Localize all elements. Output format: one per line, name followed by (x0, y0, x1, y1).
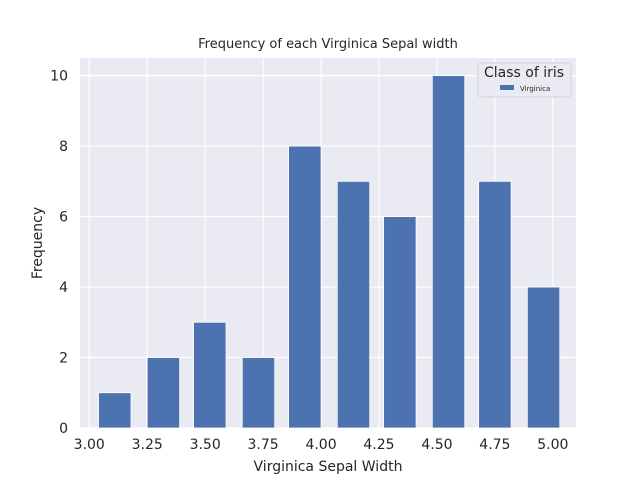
histogram-bar (336, 180, 371, 429)
y-tick-label: 8 (59, 139, 68, 155)
y-tick-label: 6 (59, 210, 68, 226)
histogram-bar (431, 75, 466, 429)
x-tick-label: 3.75 (248, 437, 279, 453)
y-tick-label: 2 (59, 351, 68, 367)
y-tick-label: 10 (50, 69, 68, 85)
x-tick-label: 4.25 (363, 437, 394, 453)
legend-entry-virginica: Virginica (520, 85, 550, 93)
x-tick-label: 3.00 (74, 437, 105, 453)
legend-title: Class of iris (484, 65, 564, 81)
histogram-bar (98, 392, 132, 429)
legend: Class of iris Virginica (477, 62, 572, 98)
x-tick-label: 4.00 (305, 437, 336, 453)
x-tick-label: 5.00 (537, 437, 568, 453)
x-tick-label: 3.25 (132, 437, 163, 453)
chart-title: Frequency of each Virginica Sepal width (198, 37, 458, 52)
x-tick-label: 4.50 (421, 437, 452, 453)
x-tick-labels: 3.00 3.25 3.50 3.75 4.00 4.25 4.50 4.75 5.00 (74, 437, 569, 453)
y-tick-label: 4 (59, 280, 68, 296)
y-axis-label: Frequency (30, 207, 46, 279)
histogram-bar (241, 357, 276, 429)
histogram-bar (526, 286, 561, 429)
histogram-bar (193, 321, 227, 429)
legend-swatch-virginica (500, 85, 514, 90)
y-tick-labels: 0 2 4 6 8 10 (50, 69, 68, 437)
x-tick-label: 4.75 (479, 437, 510, 453)
histogram-bar (383, 216, 417, 429)
histogram-bar (478, 180, 512, 429)
bars (98, 75, 561, 429)
x-tick-label: 3.50 (190, 437, 221, 453)
y-tick-label: 0 (59, 421, 68, 437)
histogram-bar (288, 145, 322, 429)
histogram-bar (146, 357, 181, 429)
x-axis-label: Virginica Sepal Width (254, 459, 403, 475)
